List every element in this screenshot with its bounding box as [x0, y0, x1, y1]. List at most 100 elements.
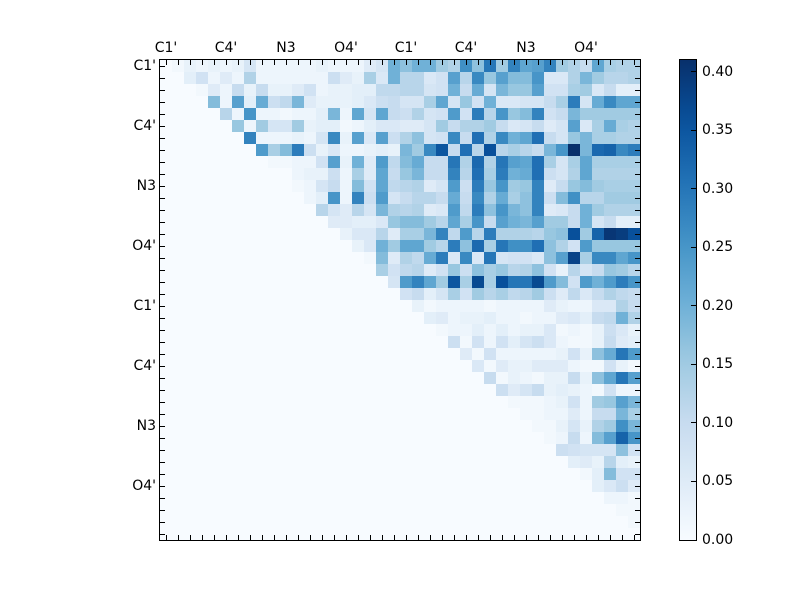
heatmap-cell [556, 468, 568, 480]
heatmap-cell [376, 528, 388, 540]
heatmap-cell [436, 516, 448, 528]
heatmap-cell [184, 168, 196, 180]
heatmap-cell [532, 384, 544, 396]
heatmap-cell [232, 420, 244, 432]
heatmap-cell [220, 360, 232, 372]
heatmap-cell [208, 468, 220, 480]
heatmap-cell [208, 456, 220, 468]
heatmap-cell [304, 144, 316, 156]
heatmap-cell [568, 252, 580, 264]
y-tick-mark [160, 185, 165, 187]
heatmap-cell [484, 132, 496, 144]
heatmap-cell [460, 372, 472, 384]
heatmap-cell [160, 396, 172, 408]
heatmap-cell [280, 132, 292, 144]
heatmap-cell [568, 360, 580, 372]
heatmap-cell [628, 144, 640, 156]
heatmap-cell [472, 336, 484, 348]
heatmap-cell [508, 300, 520, 312]
heatmap-cell [508, 396, 520, 408]
heatmap-cell [160, 216, 172, 228]
heatmap-cell [496, 144, 508, 156]
heatmap-cell [472, 468, 484, 480]
heatmap-cell [340, 276, 352, 288]
y-tick-mark [160, 77, 165, 79]
heatmap-cell [172, 516, 184, 528]
heatmap-cell [400, 408, 412, 420]
heatmap-cell [328, 396, 340, 408]
heatmap-cell [292, 84, 304, 96]
colorbar-tick-mark [691, 129, 696, 131]
heatmap-cell [484, 84, 496, 96]
heatmap-cell [208, 228, 220, 240]
heatmap-cell [388, 468, 400, 480]
heatmap-cell [604, 300, 616, 312]
heatmap-cell [184, 204, 196, 216]
y-tick-mark [635, 341, 640, 343]
heatmap-cell [496, 480, 508, 492]
heatmap-cell [436, 252, 448, 264]
heatmap-cell [364, 204, 376, 216]
heatmap-cell [160, 60, 172, 72]
heatmap-cell [196, 480, 208, 492]
heatmap-cell [196, 84, 208, 96]
heatmap-cell [328, 372, 340, 384]
heatmap-cell [400, 300, 412, 312]
heatmap-cell [352, 204, 364, 216]
heatmap-cell [400, 504, 412, 516]
y-tick-mark [160, 353, 165, 355]
heatmap-cell [628, 84, 640, 96]
x-tick-mark [261, 60, 263, 65]
heatmap-cell [448, 480, 460, 492]
heatmap-cell [568, 156, 580, 168]
heatmap-cell [580, 180, 592, 192]
heatmap-cell [388, 228, 400, 240]
heatmap-cell [616, 168, 628, 180]
heatmap-cell [484, 144, 496, 156]
heatmap-cell [184, 324, 196, 336]
heatmap-cell [496, 348, 508, 360]
heatmap-cell [580, 240, 592, 252]
heatmap-cell [268, 144, 280, 156]
heatmap-cell [340, 420, 352, 432]
heatmap-cell [568, 492, 580, 504]
heatmap-cell [484, 264, 496, 276]
heatmap-cell [244, 72, 256, 84]
heatmap-cell [412, 144, 424, 156]
x-tick-mark [621, 60, 623, 65]
heatmap-cell [436, 132, 448, 144]
x-tick-mark [465, 60, 467, 65]
heatmap-cell [232, 360, 244, 372]
heatmap-cell [256, 360, 268, 372]
heatmap-cell [616, 384, 628, 396]
heatmap-cell [292, 96, 304, 108]
x-tick-mark [585, 60, 587, 65]
heatmap-cell [388, 168, 400, 180]
heatmap-cell [316, 120, 328, 132]
heatmap-cell [592, 312, 604, 324]
heatmap-cell [604, 264, 616, 276]
heatmap-cell [220, 492, 232, 504]
heatmap-cell [544, 312, 556, 324]
heatmap-cell [448, 504, 460, 516]
heatmap-cell [604, 276, 616, 288]
heatmap-cell [172, 420, 184, 432]
heatmap-cell [340, 288, 352, 300]
heatmap-cell [532, 204, 544, 216]
heatmap-cell [316, 276, 328, 288]
heatmap-cell [364, 264, 376, 276]
heatmap-cell [616, 444, 628, 456]
heatmap-cell [160, 468, 172, 480]
heatmap-cell [388, 84, 400, 96]
heatmap-cell [292, 204, 304, 216]
heatmap-cell [616, 492, 628, 504]
x-tick-mark [549, 535, 551, 540]
heatmap-cell [328, 288, 340, 300]
heatmap-cell [496, 420, 508, 432]
heatmap-cell [172, 204, 184, 216]
heatmap-cell [412, 420, 424, 432]
heatmap-cell [196, 348, 208, 360]
y-tick-mark [635, 377, 640, 379]
y-tick-mark [160, 473, 165, 475]
heatmap-cell [376, 348, 388, 360]
